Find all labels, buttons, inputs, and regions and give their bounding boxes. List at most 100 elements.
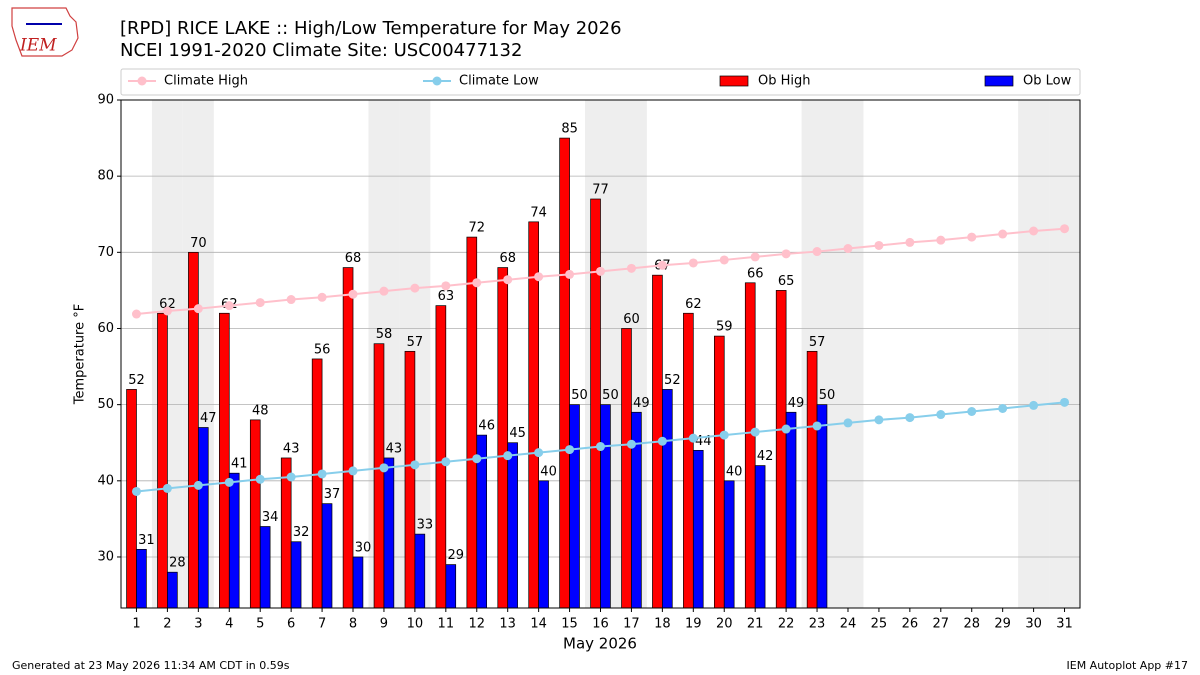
x-tick-label: 8 [349, 617, 357, 632]
point [905, 413, 915, 423]
point [1029, 226, 1039, 236]
bar [414, 533, 426, 609]
point [1029, 400, 1039, 410]
bar [373, 343, 385, 609]
point [162, 306, 172, 316]
data-label: 59 [716, 320, 733, 335]
point [131, 309, 141, 319]
data-label: 34 [262, 510, 279, 525]
point [410, 460, 420, 470]
weekend-band [1018, 100, 1050, 608]
bar [713, 335, 725, 609]
point [874, 240, 884, 250]
data-label: 56 [314, 342, 331, 357]
x-axis-label: May 2026 [563, 635, 637, 653]
bar [466, 236, 478, 609]
data-label: 57 [407, 335, 424, 350]
bar [662, 389, 673, 609]
point [1060, 397, 1070, 407]
point [317, 469, 327, 479]
point [193, 480, 203, 490]
data-label: 72 [469, 221, 486, 236]
legend-label: Ob High [758, 74, 811, 89]
point [688, 433, 698, 443]
logo-outline [11, 7, 79, 57]
point [719, 255, 729, 265]
legend-label: Climate High [164, 74, 248, 89]
point [224, 477, 234, 487]
bar [197, 427, 209, 609]
plot-frame [120, 99, 1081, 609]
point [596, 442, 605, 452]
data-label: 63 [438, 289, 455, 304]
bar [600, 404, 611, 609]
data-label: 57 [809, 335, 826, 350]
weekend-band [832, 100, 864, 608]
point [286, 295, 296, 305]
point [1060, 224, 1070, 234]
point [472, 278, 482, 288]
x-tick-label: 15 [561, 617, 578, 632]
x-tick-label: 19 [685, 617, 702, 632]
point [441, 281, 451, 291]
point [998, 229, 1008, 239]
data-label: 58 [376, 327, 393, 342]
bar [228, 472, 240, 609]
point [812, 421, 822, 431]
point [688, 258, 698, 268]
point [936, 235, 946, 245]
y-axis-label: Temperature °F [73, 304, 88, 405]
legend-swatch [984, 75, 1014, 87]
x-tick-label: 20 [716, 617, 733, 632]
bar [497, 267, 509, 609]
data-label: 74 [530, 205, 547, 220]
x-tick-label: 21 [747, 617, 764, 632]
bar [538, 480, 549, 609]
point [162, 483, 172, 493]
bar [445, 564, 457, 609]
logo: IEM [11, 7, 79, 57]
bar [590, 198, 601, 609]
point [503, 275, 513, 285]
data-label: 52 [664, 373, 681, 388]
x-tick-label: 17 [623, 617, 640, 632]
x-tick-label: 29 [994, 617, 1011, 632]
data-label: 68 [345, 251, 362, 266]
point [224, 301, 234, 311]
point [781, 249, 791, 259]
point [317, 292, 327, 302]
x-tick-label: 25 [871, 617, 888, 632]
data-label: 42 [757, 449, 774, 464]
bar [785, 411, 797, 609]
footer-right: IEM Autoplot App #17 [1067, 659, 1189, 672]
point [379, 286, 389, 296]
legend-marker [432, 76, 442, 86]
data-label: 43 [386, 441, 403, 456]
x-tick-label: 30 [1025, 617, 1042, 632]
y-tick-label: 60 [97, 321, 114, 336]
bar [816, 404, 828, 609]
chart-subtitle: NCEI 1991-2020 Climate Site: USC00477132 [120, 40, 522, 61]
point [534, 448, 544, 458]
point [193, 304, 203, 314]
y-tick-label: 30 [97, 549, 114, 564]
point [565, 445, 575, 455]
point [255, 298, 265, 308]
y-tick-label: 40 [97, 473, 114, 488]
point [441, 457, 451, 467]
data-label: 62 [159, 297, 176, 312]
data-label: 50 [602, 388, 619, 403]
point [626, 439, 636, 449]
bar [806, 350, 818, 609]
logo-text: IEM [19, 36, 57, 56]
bar [167, 571, 178, 609]
bar [136, 549, 147, 609]
bar [342, 267, 354, 609]
legend-marker [137, 76, 147, 86]
x-tick-label: 2 [163, 617, 171, 632]
point [843, 244, 853, 254]
bar [507, 442, 518, 609]
data-label: 40 [540, 464, 557, 479]
bar [621, 328, 632, 609]
